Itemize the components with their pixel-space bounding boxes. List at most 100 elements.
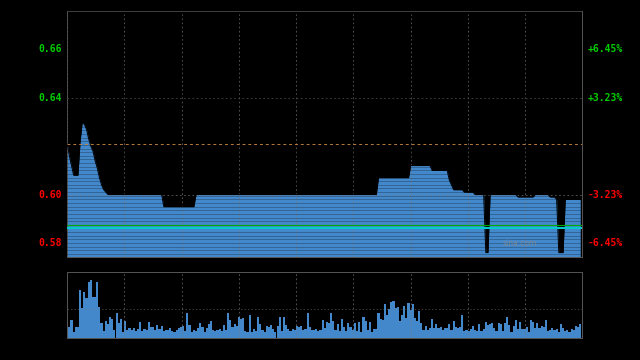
Bar [68,327,70,338]
Bar [431,319,433,338]
Bar [152,327,154,338]
Bar [232,328,234,338]
Bar [81,308,83,338]
Bar [429,328,431,338]
Bar [483,329,484,338]
Bar [143,329,145,338]
Bar [332,321,335,338]
Bar [283,317,285,338]
Bar [424,326,427,338]
Bar [511,332,513,338]
Bar [173,332,175,338]
Bar [285,325,287,338]
Bar [381,320,384,338]
Bar [257,316,259,338]
Bar [216,330,218,338]
Text: +6.45%: +6.45% [588,45,623,54]
Bar [118,324,120,338]
Bar [566,330,568,338]
Bar [324,328,326,338]
Bar [75,328,77,338]
Bar [454,327,457,338]
Bar [435,324,438,338]
Bar [308,327,311,338]
Bar [474,330,476,338]
Bar [307,313,308,338]
Bar [99,307,100,338]
Bar [100,323,102,338]
Bar [205,328,208,338]
Bar [189,325,191,338]
Bar [502,331,504,338]
Bar [126,330,129,338]
Bar [470,329,472,338]
Bar [238,317,240,338]
Bar [212,329,214,338]
Bar [575,325,577,338]
Bar [525,327,527,338]
Bar [484,323,487,338]
Bar [294,330,296,338]
Bar [86,298,88,338]
Bar [154,330,156,338]
Bar [532,322,534,338]
Bar [506,317,508,338]
Bar [416,320,418,338]
Bar [408,303,410,338]
Bar [145,330,148,338]
Bar [175,330,178,338]
Bar [268,327,270,338]
Text: 0.58: 0.58 [38,238,62,248]
Bar [442,330,444,338]
Bar [266,327,268,338]
Bar [465,330,468,338]
Bar [571,329,573,338]
Bar [270,325,272,338]
Bar [150,327,152,338]
Bar [444,328,446,338]
Bar [328,323,330,338]
Bar [491,323,493,338]
Bar [236,326,238,338]
Bar [360,332,362,338]
Bar [403,306,405,338]
Bar [229,320,232,338]
Bar [351,330,354,338]
Bar [412,305,414,338]
Bar [440,327,442,338]
Bar [300,326,302,338]
Bar [399,321,401,338]
Bar [163,331,165,338]
Bar [573,330,575,338]
Bar [498,323,500,338]
Bar [390,302,392,338]
Bar [420,323,422,338]
Bar [384,304,386,338]
Bar [468,331,470,338]
Bar [513,326,515,338]
Bar [305,329,307,338]
Bar [70,320,72,338]
Bar [371,332,373,338]
Bar [508,325,511,338]
Bar [452,321,454,338]
Bar [94,297,96,338]
Bar [275,332,276,338]
Bar [129,328,131,338]
Bar [141,331,143,338]
Bar [88,282,90,338]
Bar [556,329,557,338]
Bar [276,326,278,338]
Bar [148,323,150,338]
Bar [109,317,111,338]
Bar [287,329,289,338]
Bar [493,328,495,338]
Bar [208,324,210,338]
Bar [551,328,554,338]
Bar [378,313,380,338]
Bar [253,329,255,338]
Bar [438,328,440,338]
Bar [560,324,562,338]
Bar [365,321,367,338]
Bar [90,280,92,338]
